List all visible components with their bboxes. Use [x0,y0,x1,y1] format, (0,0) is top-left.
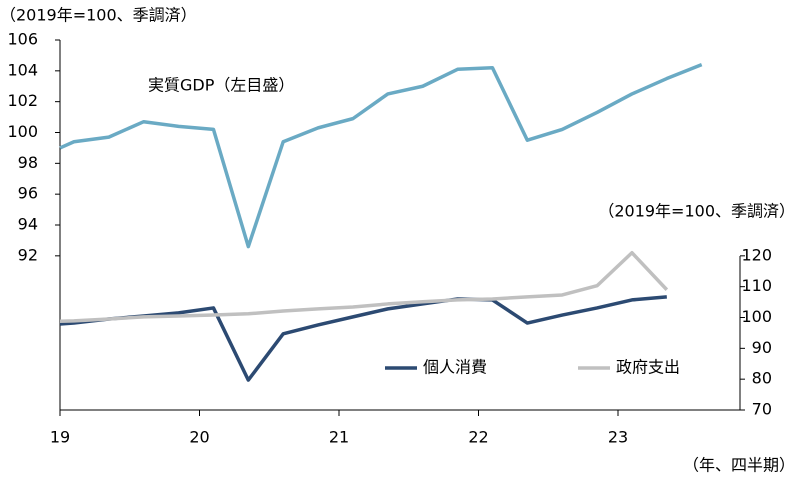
y2-tick-label: 90 [752,338,772,357]
y2-tick-label: 70 [752,400,772,419]
y2-tick-label: 110 [741,276,772,295]
y-tick-label: 104 [7,60,38,79]
x-tick-label: 19 [50,428,70,447]
series-line [59,63,703,249]
legend-label: 個人消費 [423,358,487,377]
y-tick-label: 92 [18,245,38,264]
x-tick-label: 23 [608,428,628,447]
legend-label: 政府支出 [616,358,680,377]
y2-tick-label: 100 [741,307,772,326]
y2-axis-label: （2019年=100、季調済） [598,202,795,221]
y-tick-label: 102 [7,91,38,110]
x-axis-label: （年、四半期） [683,456,795,475]
annotation: 実質GDP（左目盛） [148,76,294,95]
x-tick-label: 21 [329,428,349,447]
y-tick-label: 106 [7,30,38,49]
y-tick-label: 98 [18,153,38,172]
series-line [59,295,667,382]
y-axis-label: （2019年=100、季調済） [0,6,197,25]
x-tick-label: 20 [189,428,209,447]
y-tick-label: 96 [18,184,38,203]
y2-tick-label: 120 [741,245,772,264]
series-line [59,251,669,323]
x-tick-label: 22 [468,428,488,447]
y2-tick-label: 80 [752,369,772,388]
y-tick-label: 94 [18,215,38,234]
y-tick-label: 100 [7,122,38,141]
